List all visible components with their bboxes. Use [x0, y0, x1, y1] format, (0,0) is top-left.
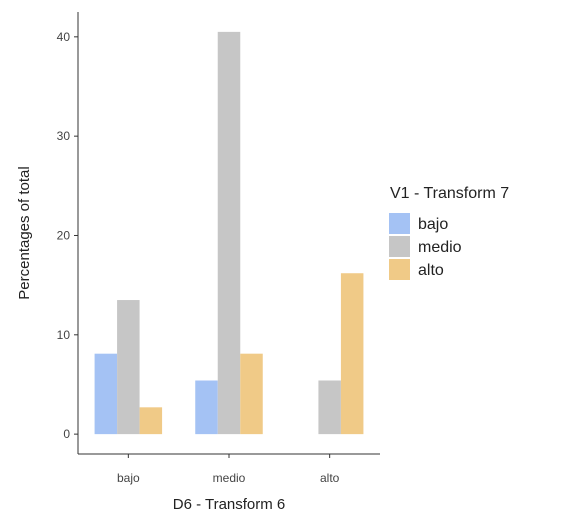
bar-bajo-alto	[139, 407, 163, 435]
x-tick-label: alto	[320, 471, 340, 485]
y-tick-label: 30	[57, 129, 71, 143]
legend-label-bajo: bajo	[418, 216, 448, 233]
bar-medio-bajo	[195, 380, 218, 435]
y-tick-label: 10	[57, 328, 71, 342]
y-tick-label: 0	[63, 427, 70, 441]
bars-group	[94, 31, 364, 435]
y-tick-label: 40	[57, 30, 71, 44]
bar-alto-alto	[340, 273, 364, 435]
bar-alto-medio	[318, 380, 341, 435]
legend-key-bajo	[389, 213, 410, 234]
legend-label-medio: medio	[418, 239, 462, 256]
x-tick-label: medio	[213, 471, 246, 485]
bar-medio-alto	[240, 353, 263, 435]
bar-bajo-bajo	[94, 353, 118, 435]
y-axis-label: Percentages of total	[16, 166, 33, 299]
bar-bajo-medio	[117, 300, 140, 435]
legend-label-alto: alto	[418, 262, 444, 279]
y-tick-label: 20	[57, 228, 71, 242]
y-ticks: 0 10 20 30 40	[57, 30, 78, 441]
x-ticks: bajo medio alto	[117, 454, 340, 485]
legend: V1 - Transform 7 bajo medio alto	[389, 185, 509, 280]
bar-medio-medio	[217, 31, 241, 435]
legend-title: V1 - Transform 7	[390, 185, 509, 202]
x-axis-label: D6 - Transform 6	[173, 496, 286, 513]
x-tick-label: bajo	[117, 471, 140, 485]
legend-key-alto	[389, 259, 410, 280]
legend-key-medio	[389, 236, 410, 257]
